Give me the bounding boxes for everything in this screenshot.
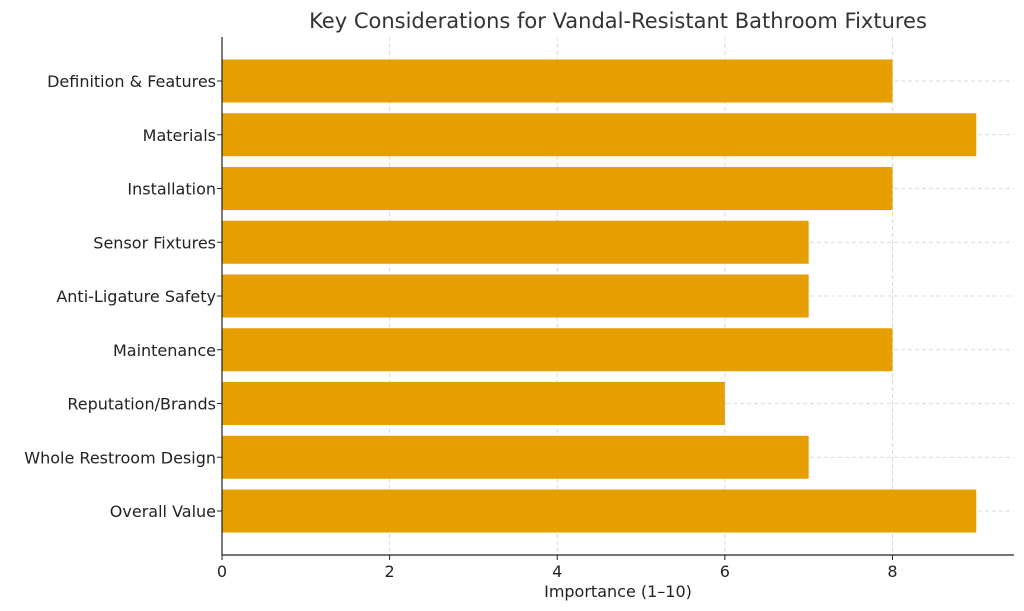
chart-title: Key Considerations for Vandal-Resistant … xyxy=(309,9,927,33)
y-tick-label: Maintenance xyxy=(113,341,216,360)
bar xyxy=(222,113,977,157)
bar xyxy=(222,220,809,264)
x-axis: 0 2 4 6 8 xyxy=(217,554,1014,581)
x-tick-label: 8 xyxy=(887,562,897,581)
bar xyxy=(222,382,725,425)
y-tick-label: Anti-Ligature Safety xyxy=(56,287,216,306)
bar xyxy=(222,328,893,372)
y-tick-label: Reputation/Brands xyxy=(67,395,216,414)
y-tick-label: Installation xyxy=(127,180,216,199)
x-axis-label: Importance (1–10) xyxy=(544,582,692,601)
bar xyxy=(222,274,809,318)
y-tick-label: Definition & Features xyxy=(47,72,216,91)
y-tick-label: Whole Restroom Design xyxy=(24,448,216,467)
y-axis: Definition & Features Materials Installati… xyxy=(24,37,223,555)
bar xyxy=(222,59,893,103)
x-tick-label: 4 xyxy=(552,562,562,581)
bar xyxy=(222,167,893,210)
bars xyxy=(222,59,977,533)
bar xyxy=(222,489,977,533)
x-tick-label: 0 xyxy=(217,562,227,581)
x-tick-label: 2 xyxy=(385,562,395,581)
y-tick-label: Overall Value xyxy=(110,502,216,521)
bar xyxy=(222,435,809,479)
x-tick-label: 6 xyxy=(720,562,730,581)
y-tick-label: Materials xyxy=(143,126,216,145)
y-tick-label: Sensor Fixtures xyxy=(93,233,216,252)
